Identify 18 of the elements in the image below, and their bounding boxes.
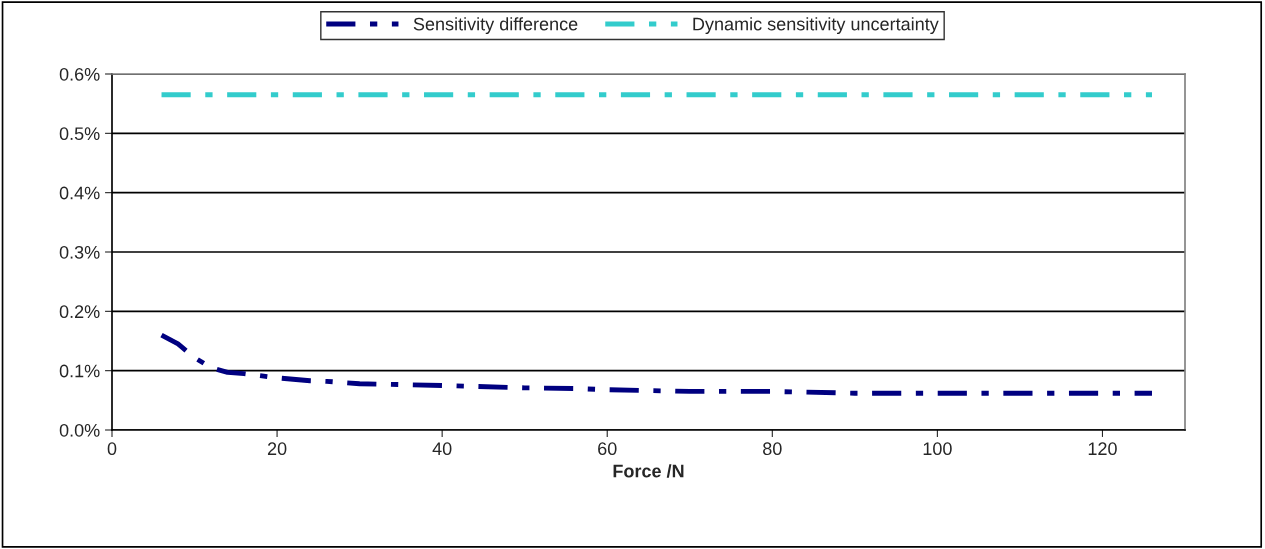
y-tick-label: 0.2% — [59, 305, 100, 319]
y-tick-label: 0.4% — [59, 186, 100, 200]
line-series — [159, 332, 1155, 396]
legend-label: Sensitivity difference — [413, 17, 578, 35]
x-tick-label: 0 — [107, 442, 117, 456]
x-tick-label: 120 — [1088, 442, 1117, 456]
x-tick-label: 60 — [598, 442, 617, 456]
y-tick-label: 0.5% — [59, 127, 100, 141]
x-axis-title: Force /N — [613, 464, 684, 478]
legend-label: Dynamic sensitivity uncertainty — [693, 17, 939, 35]
x-tick-label: 100 — [923, 442, 952, 456]
x-tick-label: 40 — [432, 442, 452, 456]
y-tick-label: 0.1% — [59, 364, 100, 378]
y-tick-label: 0.6% — [59, 67, 100, 81]
x-tick-label: 80 — [763, 442, 782, 456]
y-tick-label: 0.3% — [59, 245, 100, 259]
x-tick-label: 20 — [267, 442, 287, 456]
y-tick-label: 0.0% — [59, 423, 100, 437]
